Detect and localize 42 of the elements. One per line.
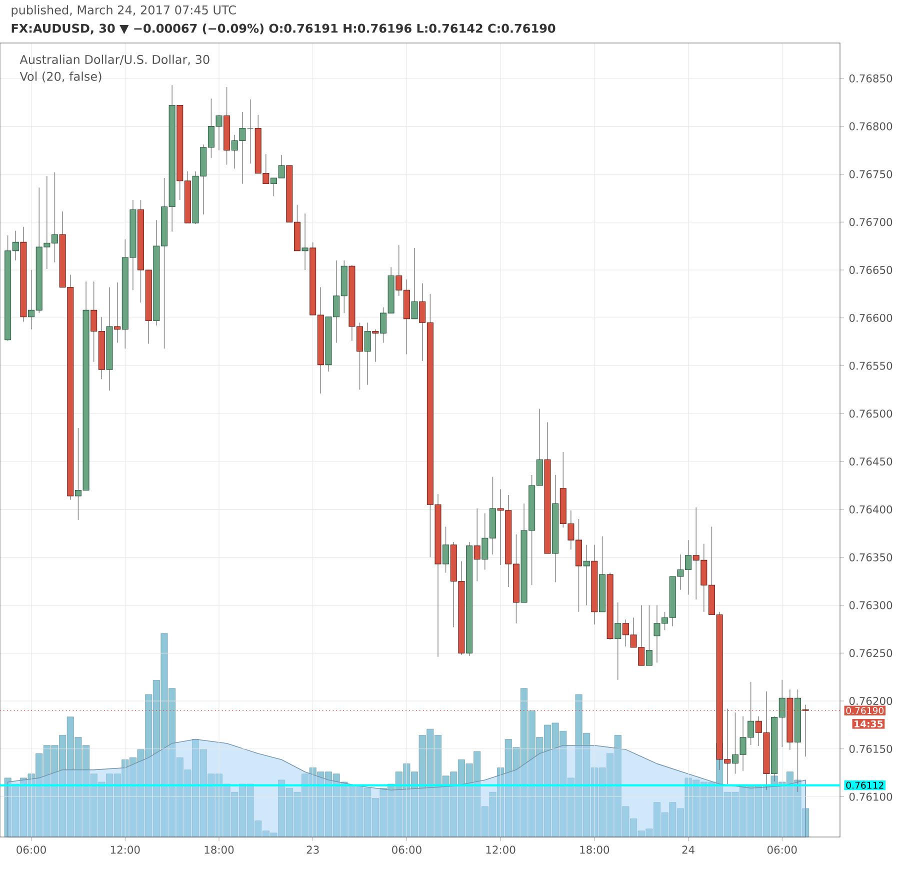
- candlestick: [364, 322, 371, 386]
- y-tick-label: 0.76550: [849, 362, 892, 370]
- y-tick-label: 0.76450: [849, 457, 892, 466]
- y-tick-label: 0.76800: [849, 122, 892, 130]
- annotation: Vol (20, false): [20, 72, 102, 82]
- y-tick-label: 0.76750: [849, 170, 892, 178]
- text: 14:35: [854, 720, 883, 728]
- candlestick: [646, 604, 652, 666]
- y-tick-label: 0.76300: [849, 601, 892, 610]
- x-tick-label: 18:00: [580, 846, 610, 854]
- candlestick: [372, 329, 379, 362]
- ref-line-label: 0.76112: [846, 782, 884, 789]
- y-tick-label: 0.76600: [849, 314, 892, 322]
- candlestick: [114, 282, 121, 344]
- annotation: Australian Dollar/U.S. Dollar, 30: [20, 54, 210, 66]
- y-tick-label: 0.76100: [849, 792, 892, 801]
- y-tick-label: 0.76150: [849, 744, 892, 753]
- y-tick-label: 0.76850: [849, 74, 892, 82]
- candlestick: [302, 213, 308, 270]
- x-tick-label: 12:00: [110, 846, 140, 854]
- x-tick-label: 06:00: [16, 846, 46, 854]
- x-tick-label: 06:00: [392, 846, 422, 854]
- x-tick-label: 06:00: [767, 846, 797, 854]
- candlestick: [583, 544, 590, 606]
- y-tick-label: 0.76400: [849, 505, 892, 514]
- y-tick-label: 0.76500: [849, 410, 892, 418]
- x-tick-label: 12:00: [486, 846, 516, 854]
- y-tick-label: 0.76350: [849, 553, 892, 562]
- candlestick: [614, 602, 622, 680]
- x-tick-label: 18:00: [204, 846, 234, 854]
- y-tick-label: 0.76200: [849, 696, 892, 706]
- y-tick-label: 0.76700: [849, 218, 892, 226]
- y-tick-label: 0.76650: [849, 266, 892, 274]
- ref-line-label: 0.76190: [846, 707, 884, 714]
- candlestick: [474, 508, 480, 582]
- x-tick-label: 24: [682, 846, 694, 854]
- x-tick-label: 23: [306, 846, 319, 854]
- chart-title: FX:AUDUSD, 30 ▼ −0.00067 (−0.09%) O:0.76191 H:0.76196 L:0.76142 C:0.76190: [12, 24, 556, 34]
- chart-subtitle: published, March 24, 2017 07:45 UTC: [12, 5, 236, 17]
- y-tick-label: 0.76250: [849, 649, 892, 658]
- candlestick: [442, 526, 450, 573]
- candlestick: [411, 248, 418, 320]
